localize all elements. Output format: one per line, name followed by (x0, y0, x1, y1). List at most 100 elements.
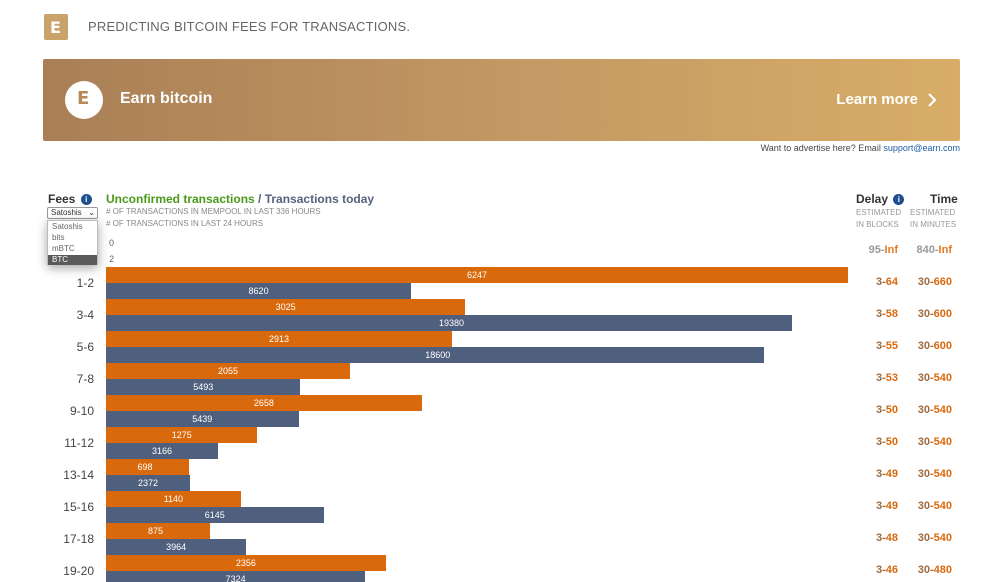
fee-range-label: 15-16 (63, 500, 94, 514)
fees-label: Fees (48, 192, 76, 206)
today-value: 7324 (225, 574, 246, 582)
time-estimate: 840-Inf (916, 244, 952, 256)
today-value: 3166 (152, 446, 173, 456)
time-estimate: 30-540 (917, 372, 952, 384)
time-estimate: 30-480 (917, 564, 952, 576)
delay-estimate: 95-Inf (868, 244, 898, 256)
delay-estimate: 3-49 (875, 468, 898, 480)
delay-estimate: 3-49 (875, 500, 898, 512)
units-option[interactable]: mBTC (52, 244, 75, 253)
fee-range-label: 7-8 (76, 372, 94, 386)
units-option[interactable]: bits (52, 233, 65, 242)
banner-title: Earn bitcoin (120, 90, 213, 107)
earn-bitcoin-banner[interactable]: E Earn bitcoin Learn more (43, 59, 960, 141)
delay-estimate: 3-58 (875, 308, 898, 320)
delay-estimate: 3-50 (875, 404, 898, 416)
delay-estimate: 3-50 (875, 436, 898, 448)
unconfirmed-bar[interactable] (106, 331, 452, 347)
info-icon[interactable]: i (893, 194, 905, 205)
today-bar[interactable] (106, 539, 247, 555)
title-separator: / (254, 192, 265, 206)
time-sub-line2: IN MINUTES (910, 220, 957, 229)
fee-range-label: 13-14 (63, 468, 94, 482)
units-select[interactable]: Satoshis ⌄ (47, 207, 98, 219)
advertise-note: Want to advertise here? Email support@ea… (761, 143, 960, 153)
unconfirmed-value: 3025 (275, 302, 296, 312)
fee-range-label: 1-2 (76, 276, 94, 290)
fees-header: Fees i (48, 192, 92, 206)
unconfirmed-bar[interactable] (106, 299, 466, 315)
delay-estimate: 3-48 (875, 532, 898, 544)
advertise-text: Want to advertise here? Email (760, 143, 884, 153)
fee-range-label: 5-6 (76, 340, 94, 354)
unconfirmed-bar[interactable] (106, 395, 422, 411)
today-bar[interactable] (106, 411, 299, 427)
today-value: 2372 (137, 478, 158, 488)
fee-range-label: 11-12 (64, 436, 94, 450)
unconfirmed-value: 875 (147, 526, 163, 536)
time-estimate: 30-660 (917, 276, 952, 288)
time-header: Time (930, 192, 958, 206)
today-bar[interactable] (106, 507, 324, 523)
unconfirmed-bar[interactable] (106, 459, 189, 475)
unconfirmed-value: 6247 (467, 270, 488, 280)
delay-subtitle: ESTIMATED IN BLOCKS (856, 207, 901, 231)
unconfirmed-bar[interactable] (106, 267, 848, 283)
unconfirmed-value: 698 (137, 462, 153, 472)
unconfirmed-value: 2055 (218, 366, 239, 376)
time-estimate: 30-600 (917, 340, 952, 352)
today-bar[interactable] (106, 571, 366, 582)
today-value: 6145 (204, 510, 225, 520)
today-bar[interactable] (106, 347, 765, 363)
today-value: 3964 (166, 542, 187, 552)
transactions-header: Unconfirmed transactions / Transactions … (106, 192, 374, 206)
time-estimate: 30-600 (917, 308, 952, 320)
time-estimate: 30-540 (917, 404, 952, 416)
unconfirmed-bar[interactable] (106, 491, 242, 507)
units-dropdown[interactable]: Satoshis bits mBTC BTC (47, 220, 98, 265)
delay-estimate: 3-46 (875, 564, 898, 576)
unconfirmed-bar[interactable] (106, 555, 386, 571)
unconfirmed-bar[interactable] (106, 427, 258, 443)
earn-logo[interactable]: E (44, 14, 68, 40)
fee-range-label: 9-10 (69, 404, 94, 418)
today-subtitle: # OF TRANSACTIONS IN LAST 24 HOURS (106, 219, 264, 228)
chevron-right-icon[interactable] (926, 92, 938, 108)
banner-logo: E (65, 81, 103, 119)
today-bar[interactable] (106, 443, 219, 459)
today-value: 19380 (439, 318, 465, 328)
today-title: Transactions today (264, 192, 375, 206)
fee-range-label: 17-18 (63, 532, 94, 546)
learn-more-link[interactable]: Learn more (836, 91, 918, 108)
unconfirmed-value: 1140 (163, 494, 184, 504)
today-value: 2 (109, 254, 115, 264)
today-bar[interactable] (106, 379, 301, 395)
unconfirmed-bar[interactable] (106, 523, 210, 539)
today-value: 18600 (425, 350, 451, 360)
units-selected: Satoshis (51, 208, 82, 217)
today-value: 8620 (248, 286, 269, 296)
unconfirmed-value: 1275 (171, 430, 192, 440)
unconfirmed-value: 2356 (235, 558, 256, 568)
units-option[interactable]: BTC (48, 255, 97, 265)
time-estimate: 30-540 (917, 468, 952, 480)
unconfirmed-title: Unconfirmed transactions (106, 192, 255, 206)
logo-letter: E (50, 18, 61, 37)
unconfirmed-value: 2658 (253, 398, 274, 408)
delay-header: Delay i (856, 192, 905, 206)
time-estimate: 30-540 (917, 436, 952, 448)
fee-range-label: 19-20 (63, 564, 94, 578)
today-bar[interactable] (106, 315, 792, 331)
delay-estimate: 3-55 (875, 340, 898, 352)
today-bar[interactable] (106, 283, 412, 299)
units-option[interactable]: Satoshis (52, 222, 83, 231)
today-bar[interactable] (106, 475, 190, 491)
delay-estimate: 3-64 (875, 276, 898, 288)
today-value: 5439 (192, 414, 213, 424)
info-icon[interactable]: i (80, 194, 92, 205)
time-sub-line1: ESTIMATED (910, 208, 956, 217)
delay-label: Delay (856, 192, 889, 206)
unconfirmed-bar[interactable] (106, 363, 351, 379)
support-email-link[interactable]: support@earn.com (883, 143, 960, 153)
banner-logo-letter: E (77, 88, 90, 109)
